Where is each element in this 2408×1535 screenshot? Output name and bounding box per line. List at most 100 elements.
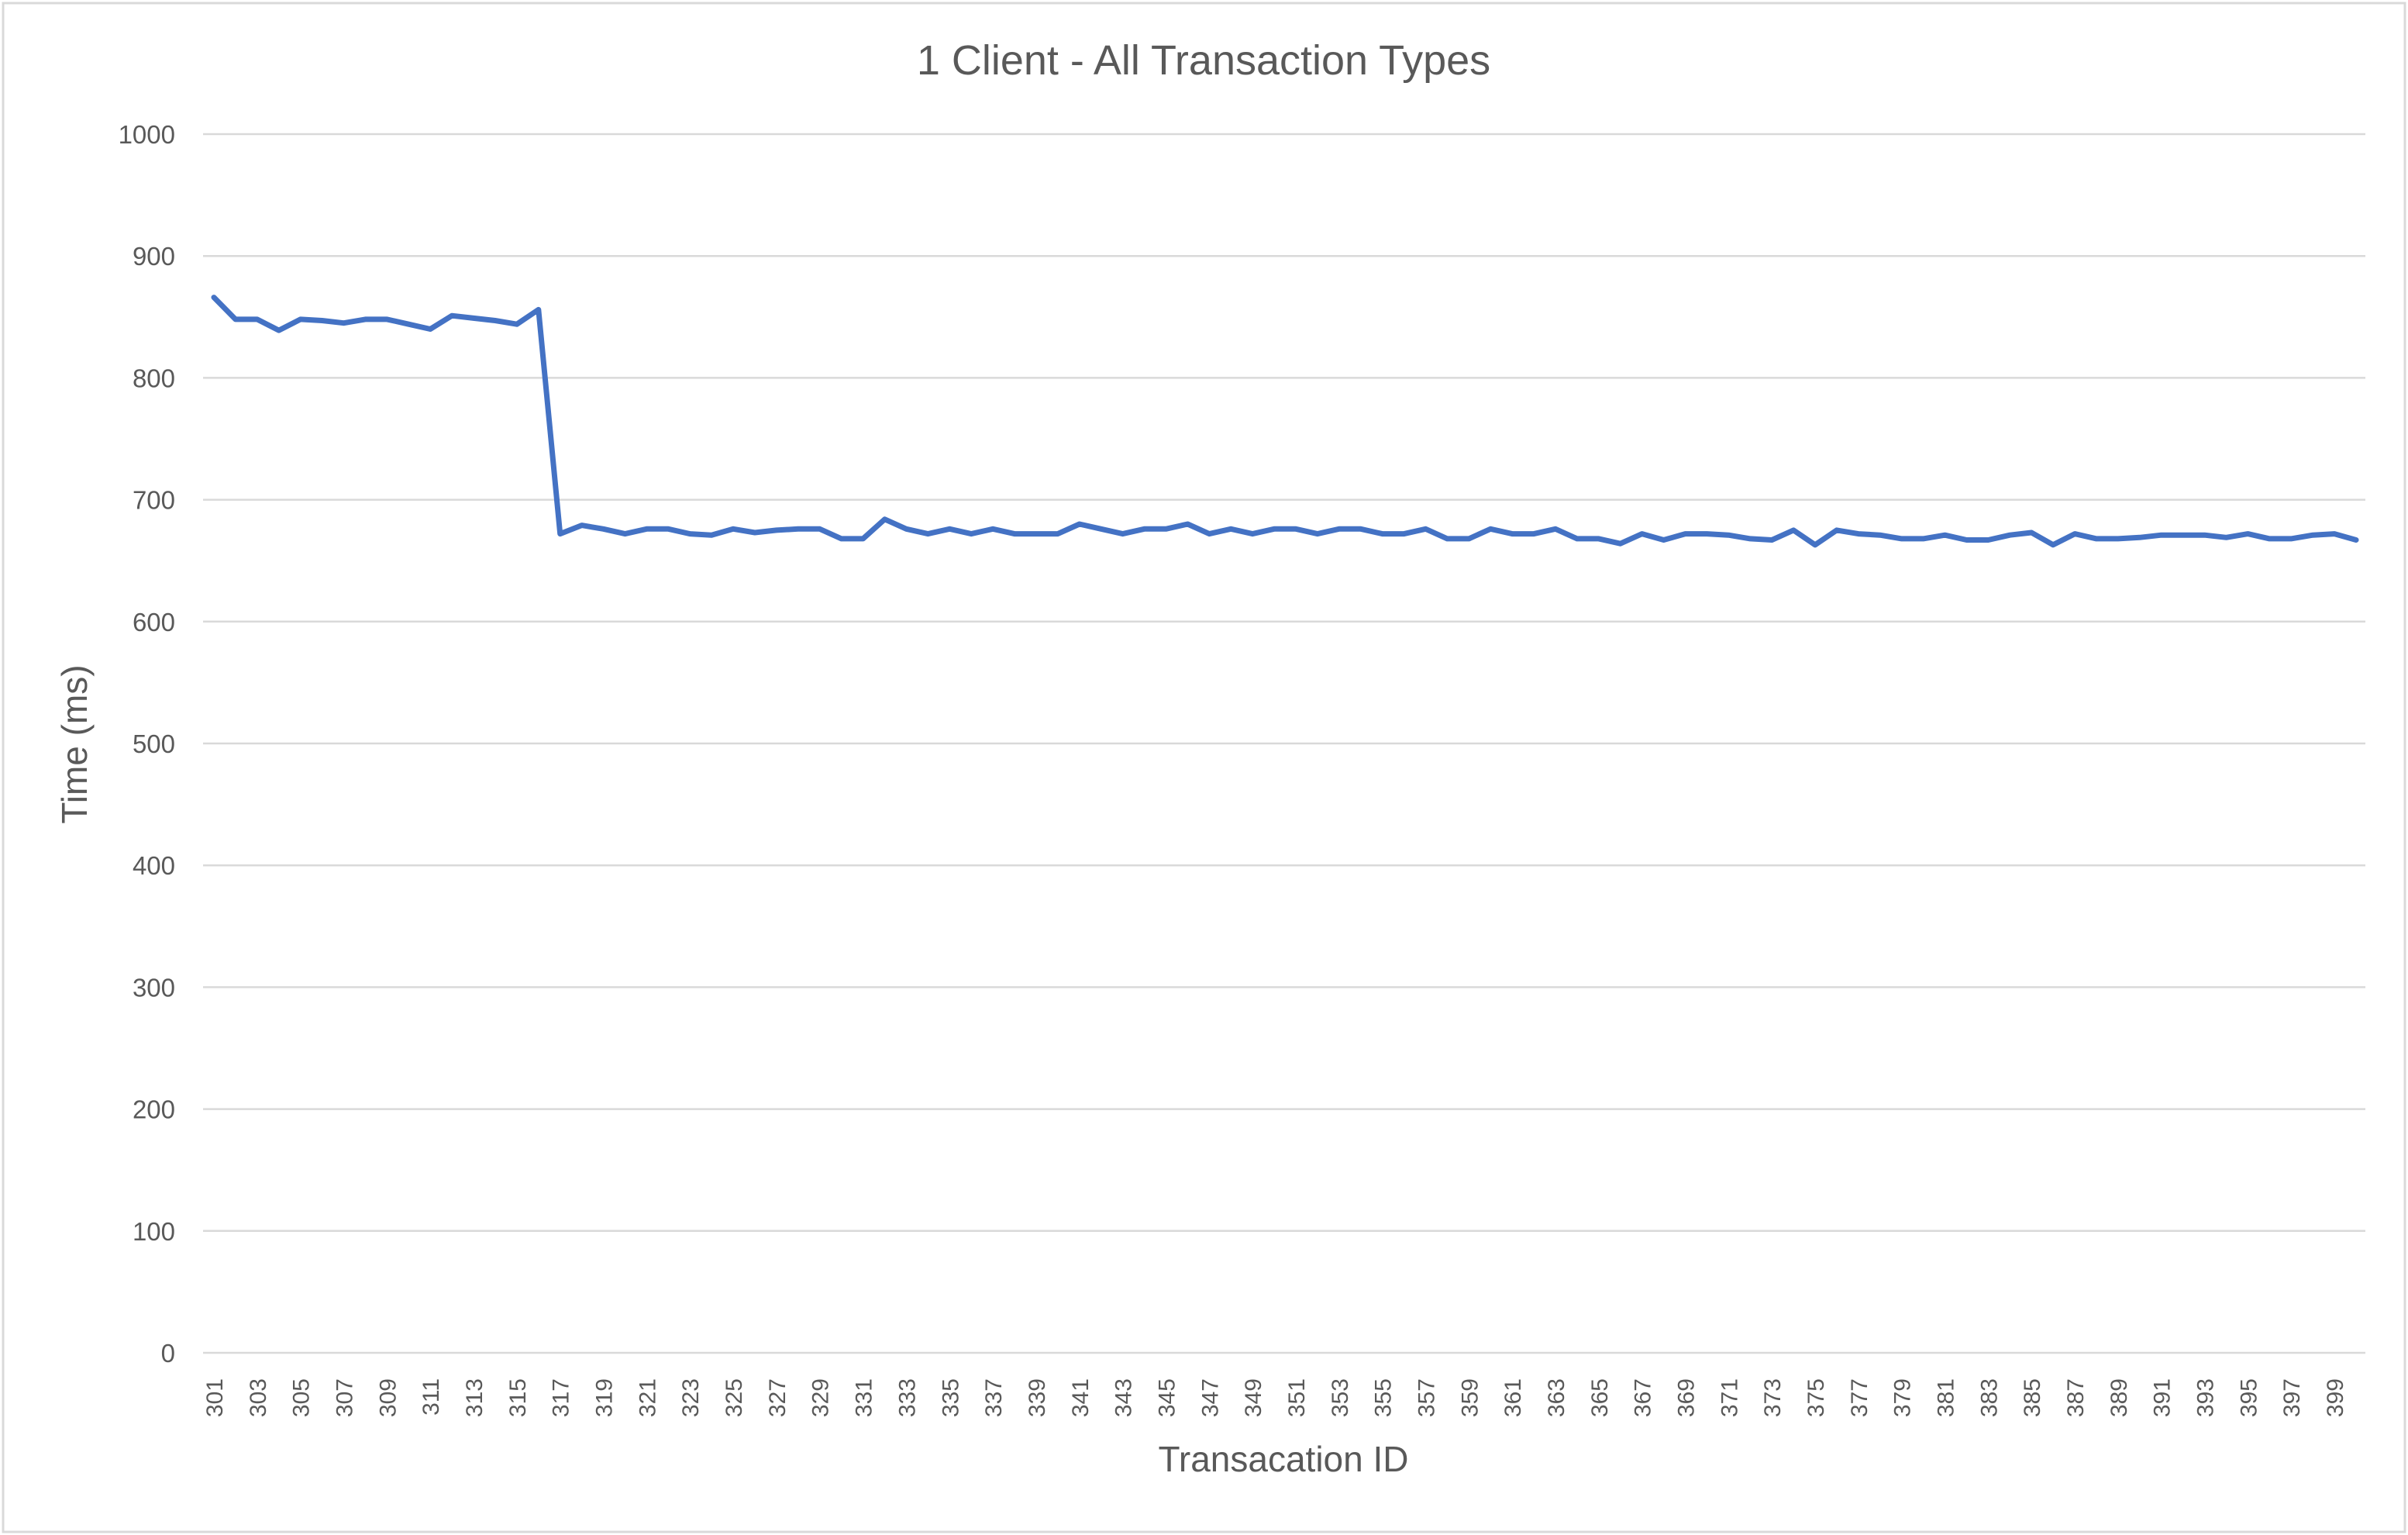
data-point: [299, 318, 302, 321]
data-point: [1944, 533, 1946, 536]
data-point: [904, 527, 908, 530]
x-tick-label: 331: [852, 1378, 877, 1417]
x-tick-label: 311: [419, 1378, 444, 1416]
data-point: [494, 319, 497, 322]
data-point: [1597, 537, 1600, 540]
x-tick-label: 303: [246, 1378, 271, 1417]
x-tick-label: 365: [1587, 1378, 1613, 1417]
x-tick-label: 383: [1976, 1378, 2002, 1417]
data-point: [1619, 542, 1622, 545]
x-tick-label: 325: [722, 1378, 747, 1417]
x-tick-label: 349: [1241, 1378, 1266, 1417]
gridlines: [203, 133, 2365, 1354]
data-point: [1576, 537, 1579, 540]
data-point: [385, 318, 388, 321]
data-point: [926, 533, 929, 536]
x-tick-label: 315: [505, 1378, 531, 1417]
x-tick-label: 337: [981, 1378, 1007, 1417]
y-axis-ticks: 0 100 200 300 400 500 600 700 800 900 1000: [119, 120, 175, 1368]
data-point: [1294, 527, 1297, 530]
data-point: [970, 533, 973, 536]
chart-title: 1 Client - All Transaction Types: [917, 37, 1490, 84]
y-tick-label: 200: [133, 1095, 175, 1124]
data-point: [363, 318, 367, 321]
data-point: [1251, 533, 1254, 536]
data-point: [1013, 533, 1016, 536]
x-tick-label: 359: [1457, 1378, 1483, 1417]
x-axis-ticks: 301 303 305 307 309 311 313 315 317 319 321 323 325 3…: [202, 1378, 2348, 1417]
data-point: [1121, 533, 1125, 536]
y-axis-title: Time (ms): [54, 664, 95, 823]
data-point: [450, 314, 453, 317]
data-point: [2138, 536, 2141, 539]
data-point: [2225, 536, 2227, 539]
data-point: [515, 323, 518, 326]
x-tick-label: 335: [938, 1378, 963, 1417]
data-point: [1814, 543, 1817, 547]
data-point: [1186, 523, 1189, 526]
data-point: [212, 296, 215, 299]
data-point: [2203, 533, 2206, 536]
x-tick-label: 329: [808, 1378, 834, 1417]
x-tick-label: 367: [1631, 1378, 1656, 1417]
y-tick-label: 600: [133, 608, 175, 636]
x-tick-label: 387: [2063, 1378, 2089, 1417]
x-tick-label: 371: [1717, 1378, 1742, 1417]
data-point: [1857, 533, 1860, 536]
data-point: [537, 308, 540, 311]
x-tick-label: 307: [332, 1378, 358, 1417]
x-tick-label: 321: [635, 1378, 660, 1417]
data-point: [2355, 539, 2358, 541]
data-point: [277, 329, 281, 332]
data-point: [775, 529, 778, 532]
data-point: [1489, 527, 1492, 530]
x-tick-label: 391: [2150, 1378, 2175, 1417]
data-point: [1035, 533, 1038, 536]
data-point: [1770, 539, 1773, 541]
x-tick-label: 343: [1111, 1378, 1137, 1417]
x-tick-label: 333: [894, 1378, 920, 1417]
data-point: [2117, 537, 2120, 540]
data-point: [1727, 533, 1730, 536]
y-tick-label: 700: [133, 486, 175, 515]
x-tick-label: 327: [765, 1378, 791, 1417]
data-point: [1900, 537, 1903, 540]
x-tick-label: 397: [2279, 1378, 2305, 1417]
data-point: [321, 319, 324, 322]
data-point: [1554, 527, 1557, 530]
data-point: [2160, 533, 2163, 536]
data-point: [2333, 533, 2336, 536]
data-point: [1424, 527, 1427, 530]
data-point: [645, 527, 648, 530]
x-tick-label: 399: [2323, 1378, 2348, 1417]
x-tick-label: 373: [1760, 1378, 1786, 1417]
data-point: [1792, 529, 1795, 532]
data-point: [1705, 533, 1708, 536]
data-point: [753, 531, 756, 534]
data-point: [1229, 527, 1232, 530]
data-point: [1207, 533, 1211, 536]
series-layer: [211, 295, 2359, 548]
y-tick-label: 300: [133, 973, 175, 1002]
data-point: [2182, 533, 2185, 536]
data-point: [343, 322, 345, 325]
y-tick-label: 1000: [119, 120, 175, 149]
data-point: [602, 527, 605, 530]
x-tick-label: 379: [1890, 1378, 1916, 1417]
y-tick-label: 400: [133, 851, 175, 880]
data-point: [1056, 533, 1059, 536]
data-point: [818, 527, 822, 530]
data-point: [1467, 537, 1470, 540]
data-point: [1532, 533, 1535, 536]
data-point: [1684, 533, 1686, 536]
data-point: [1835, 529, 1838, 532]
data-point: [710, 533, 713, 536]
x-tick-label: 369: [1674, 1378, 1700, 1417]
x-tick-label: 345: [1154, 1378, 1180, 1417]
x-tick-label: 309: [375, 1378, 401, 1417]
x-tick-label: 389: [2107, 1378, 2132, 1417]
data-point: [2073, 533, 2076, 536]
data-point: [1359, 527, 1362, 530]
